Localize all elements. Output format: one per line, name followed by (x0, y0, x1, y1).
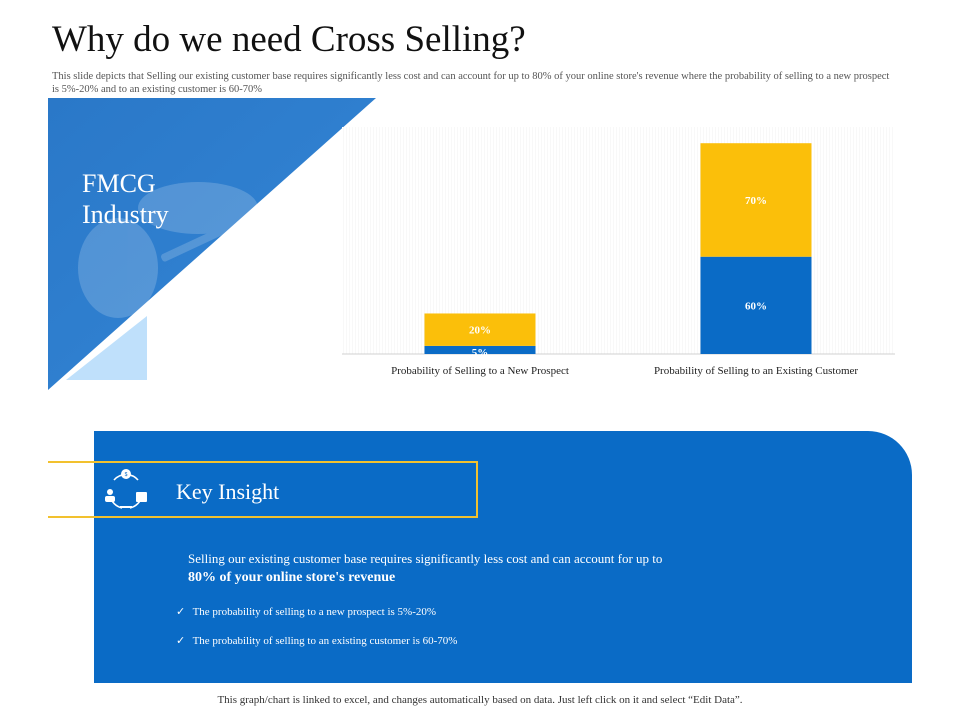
insight-body-emphasis: 80% of your online store's revenue (188, 570, 396, 585)
insight-bullet-2: ✓ The probability of selling to an exist… (176, 634, 457, 647)
page-subtitle: This slide depicts that Selling our exis… (52, 71, 890, 95)
x-tick-label-2: Probability of Selling to an Existing Cu… (654, 365, 858, 377)
check-icon: ✓ (176, 606, 186, 618)
insight-bullet-1: ✓ The probability of selling to a new pr… (176, 605, 436, 618)
hero-label-line2: Industry (82, 200, 169, 229)
check-icon: ✓ (176, 635, 186, 647)
bar-label-2-2: 70% (745, 195, 767, 207)
page-title: Why do we need Cross Selling? (52, 19, 526, 60)
hero-accent-triangle (66, 316, 147, 380)
x-tick-label-1: Probability of Selling to a New Prospect (391, 365, 569, 377)
svg-text:$: $ (125, 472, 128, 478)
bar-label-1-2: 60% (745, 300, 767, 312)
customer-cycle-icon: $ (100, 466, 152, 514)
footer-note: This graph/chart is linked to excel, and… (217, 694, 743, 706)
insight-bullet-1-text: The probability of selling to a new pros… (192, 606, 437, 618)
bar-label-2-1: 20% (469, 325, 491, 337)
bar-1-1 (424, 345, 536, 354)
bar-2-1 (424, 313, 536, 346)
insight-bullet-2-text: The probability of selling to an existin… (192, 635, 458, 647)
bar-1-2 (700, 256, 812, 354)
insight-title: Key Insight (176, 479, 280, 504)
hero-triangle-graphic (48, 98, 376, 390)
insight-body: Selling our existing customer base requi… (188, 550, 688, 587)
insight-header-box (94, 461, 478, 518)
hero-label: FMCG Industry (82, 168, 242, 230)
insight-body-text: Selling our existing customer base requi… (188, 551, 663, 566)
hero-label-line1: FMCG (82, 169, 156, 198)
bar-2-2 (700, 143, 812, 257)
stacked-bar-chart: 5% 20% 60% 70% Probability of Selling to a … (340, 125, 900, 385)
bar-label-1-1: 5% (472, 347, 489, 359)
hero-image: FMCG Industry (48, 98, 376, 390)
chart-svg: 5% 20% 60% 70% Probability of Selling to a … (342, 127, 895, 377)
